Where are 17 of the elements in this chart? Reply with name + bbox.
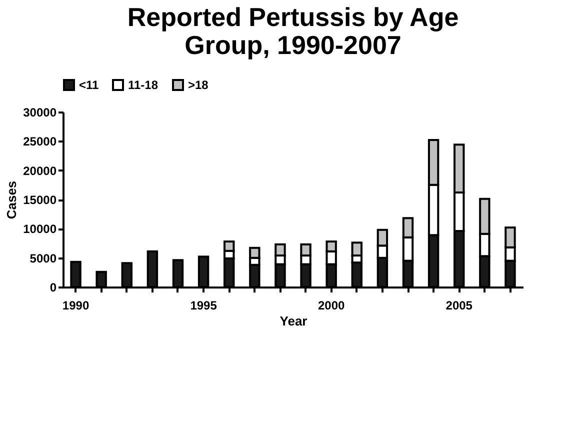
y-tick-label: 5000 — [30, 251, 57, 266]
x-tick-label: 2005 — [446, 298, 473, 312]
chart-title: Reported Pertussis by Age Group, 1990-2007 — [127, 2, 459, 60]
y-tick-label: 10000 — [23, 222, 57, 236]
x-tick-label: 1995 — [190, 298, 218, 312]
y-axis-title: Cases — [4, 180, 20, 220]
legend-label: >18 — [188, 78, 209, 92]
x-tick-label: 1990 — [62, 298, 90, 312]
y-tick-label: 25000 — [23, 134, 57, 149]
y-tick-label: 15000 — [23, 193, 57, 207]
y-tick-label: 30000 — [23, 106, 57, 120]
x-tick-label: 2000 — [318, 298, 346, 312]
y-tick-label: 0 — [50, 280, 57, 294]
y-tick-label: 20000 — [23, 164, 57, 178]
legend-label: <11 — [79, 78, 100, 92]
x-axis-title: Year — [280, 314, 308, 328]
legend-label: 11-18 — [128, 78, 158, 92]
